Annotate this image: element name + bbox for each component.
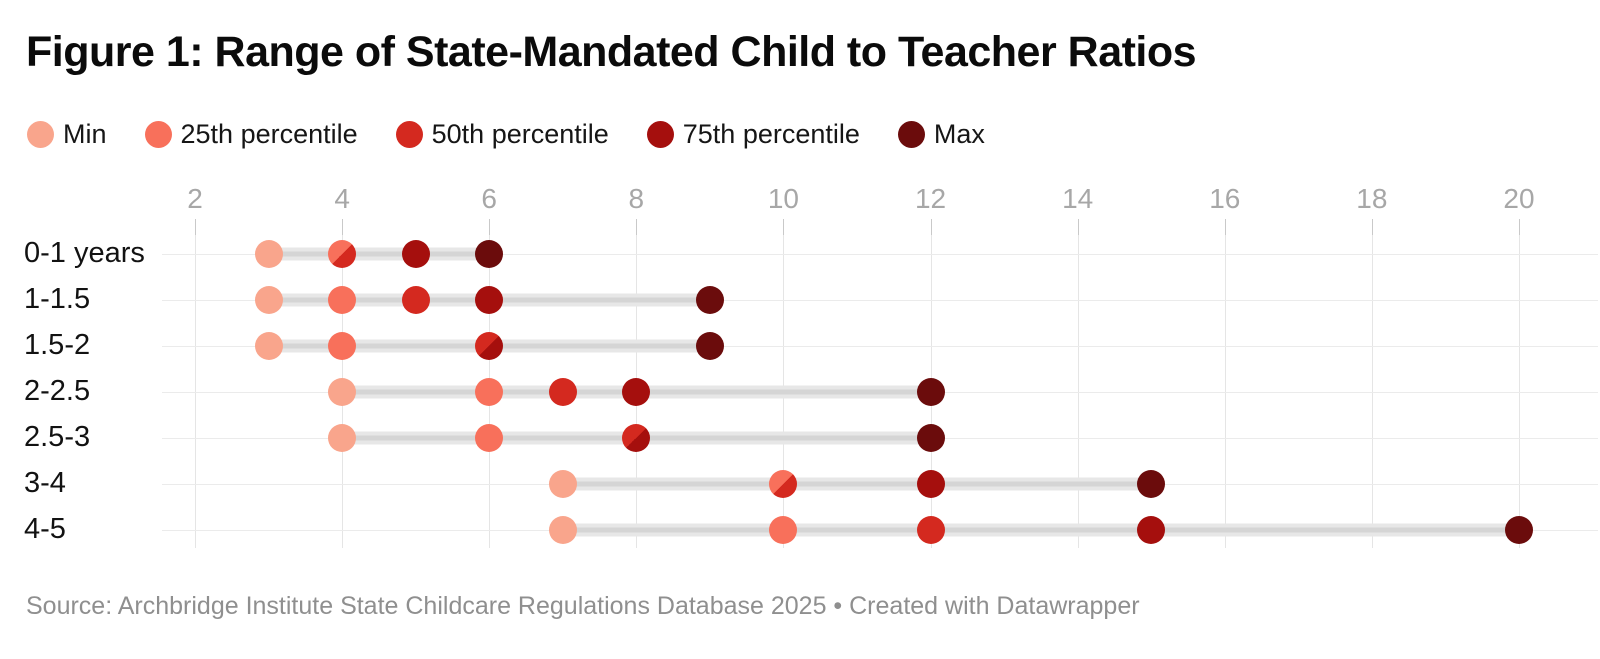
dot-max[interactable] [1137, 470, 1166, 498]
legend-item-25th-percentile: 25th percentile [144, 119, 358, 150]
dot-25th-percentile[interactable] [475, 377, 504, 406]
y-axis-category-label: 1.5-2 [24, 328, 91, 361]
dot-25th-percentile-50th-percentile[interactable] [328, 239, 357, 268]
dot-min[interactable] [548, 470, 577, 498]
dot-min[interactable] [548, 516, 577, 545]
x-axis-tick-label: 10 [767, 183, 800, 214]
dot-75th-percentile[interactable] [622, 377, 651, 406]
gridline-x-2 [195, 219, 196, 548]
legend: Min 25th percentile 50th percentile 75th pe… [27, 119, 985, 150]
gridline-row [162, 299, 1598, 301]
legend-dot-icon [897, 121, 925, 148]
legend-dot-icon [395, 121, 423, 148]
dot-50th-percentile-75th-percentile[interactable] [475, 331, 504, 360]
legend-item-min: Min [27, 119, 107, 150]
legend-label: Min [63, 119, 107, 149]
x-axis-tick-label: 16 [1209, 183, 1241, 214]
dot-min[interactable] [254, 285, 283, 314]
y-axis-category-label: 0-1 years [24, 236, 145, 269]
gridline-x-14 [1077, 219, 1079, 548]
legend-item-max: Max [897, 119, 985, 150]
dot-min[interactable] [328, 423, 357, 452]
x-axis-tick-label: 8 [628, 183, 645, 214]
dot-min[interactable] [254, 331, 283, 360]
dot-max[interactable] [916, 423, 945, 452]
y-axis-category-label: 2-2.5 [24, 374, 91, 407]
dot-max[interactable] [695, 285, 724, 314]
x-axis-tick-label: 14 [1062, 183, 1094, 214]
legend-label: 75th percentile [682, 119, 860, 149]
dot-25th-percentile[interactable] [475, 423, 504, 452]
range-bar [562, 523, 1519, 537]
dot-max[interactable] [1505, 516, 1533, 545]
legend-dot-icon [27, 121, 54, 148]
y-axis-category-label: 1-1.5 [24, 282, 91, 315]
dot-75th-percentile[interactable] [475, 285, 504, 314]
dot-25th-percentile[interactable] [328, 331, 357, 360]
dot-50th-percentile[interactable] [548, 377, 577, 406]
dot-75th-percentile[interactable] [1137, 516, 1166, 545]
legend-label: Max [933, 119, 985, 149]
dot-25th-percentile-50th-percentile[interactable] [769, 470, 798, 498]
x-axis-tick-label: 20 [1503, 183, 1535, 214]
dot-max[interactable] [916, 377, 945, 406]
range-bar [268, 247, 490, 260]
y-axis-category-label: 2.5-3 [24, 420, 91, 453]
chart-title: Figure 1: Range of State-Mandated Child … [26, 28, 1197, 76]
dot-50th-percentile-75th-percentile[interactable] [622, 423, 651, 452]
dot-max[interactable] [695, 331, 724, 360]
dot-75th-percentile[interactable] [916, 470, 945, 498]
legend-label: 25th percentile [180, 119, 358, 149]
x-axis-tick-label: 4 [334, 183, 350, 214]
gridline-x-10 [783, 219, 785, 548]
legend-label: 50th percentile [431, 119, 609, 149]
x-axis-tick-label: 12 [914, 183, 947, 214]
x-axis-tick-label: 2 [187, 183, 203, 214]
range-bar [562, 477, 1152, 491]
source-note: Source: Archbridge Institute State Child… [26, 592, 1140, 620]
dot-min[interactable] [328, 377, 357, 406]
dot-75th-percentile[interactable] [401, 239, 430, 268]
dot-25th-percentile[interactable] [328, 285, 357, 314]
dot-50th-percentile[interactable] [401, 285, 430, 314]
y-axis-category-label: 4-5 [24, 512, 66, 545]
gridline-row [162, 345, 1598, 347]
gridline-x-20 [1519, 219, 1520, 548]
gridline-x-16 [1224, 219, 1226, 548]
legend-dot-icon [646, 121, 674, 148]
dot-50th-percentile[interactable] [916, 516, 945, 545]
x-axis-tick-label: 6 [481, 183, 498, 214]
y-axis-category-label: 3-4 [24, 466, 66, 499]
gridline-row [162, 253, 1598, 255]
dot-max[interactable] [475, 239, 504, 268]
x-axis-tick-label: 18 [1356, 183, 1388, 214]
gridline-x-18 [1371, 219, 1373, 548]
dot-min[interactable] [254, 239, 283, 268]
legend-dot-icon [144, 121, 172, 148]
legend-item-50th-percentile: 50th percentile [395, 119, 609, 150]
dot-25th-percentile[interactable] [769, 516, 798, 545]
legend-item-75th-percentile: 75th percentile [646, 119, 860, 150]
